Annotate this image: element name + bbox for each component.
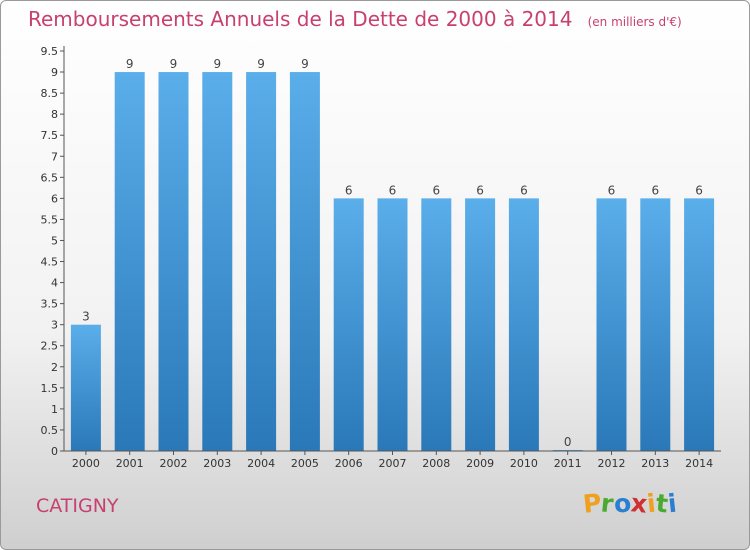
bar-2003 xyxy=(202,72,233,451)
y-tick-label: 9.5 xyxy=(41,45,59,58)
bar-2013 xyxy=(640,198,671,451)
bar-2009 xyxy=(465,198,496,451)
proxiti-logo: Proxiti xyxy=(582,488,678,519)
bar-2012 xyxy=(596,198,627,451)
value-label-2003: 9 xyxy=(213,57,221,71)
value-label-2001: 9 xyxy=(126,57,134,71)
value-label-2012: 6 xyxy=(608,183,616,197)
y-tick-label: 2.5 xyxy=(41,340,59,353)
y-tick-label: 0.5 xyxy=(41,424,59,437)
chart-axes: 2000 2001 2002 2003 2004 2005 2006 2007 2008 2009… xyxy=(41,45,721,470)
x-tick-label-2001: 2001 xyxy=(116,457,144,470)
bar-2010 xyxy=(508,198,539,451)
x-tick-label-2007: 2007 xyxy=(379,457,407,470)
bar-2005 xyxy=(289,72,320,451)
y-tick-label: 8 xyxy=(51,108,58,121)
x-tick-label-2012: 2012 xyxy=(598,457,626,470)
y-tick-label: 2 xyxy=(51,361,58,374)
y-tick-label: 9 xyxy=(51,66,58,79)
bar-2014 xyxy=(684,198,715,451)
logo-letter: i xyxy=(666,488,678,519)
chart-unit-note: (en milliers d'€) xyxy=(587,15,682,29)
y-tick-label: 6.5 xyxy=(41,171,59,184)
bar-2000 xyxy=(70,324,101,451)
value-label-2008: 6 xyxy=(432,183,440,197)
y-tick-label: 4 xyxy=(51,277,58,290)
bar-2004 xyxy=(246,72,277,451)
x-tick-label-2000: 2000 xyxy=(72,457,100,470)
x-tick-label-2013: 2013 xyxy=(641,457,669,470)
value-label-2014: 6 xyxy=(695,183,703,197)
y-tick-label: 3 xyxy=(51,319,58,332)
x-tick-label-2011: 2011 xyxy=(554,457,582,470)
y-tick-label: 5.5 xyxy=(41,213,59,226)
x-tick-label-2002: 2002 xyxy=(160,457,188,470)
y-tick-label: 6 xyxy=(51,192,58,205)
value-label-2006: 6 xyxy=(345,183,353,197)
chart-title: Remboursements Annuels de la Dette de 20… xyxy=(28,7,573,31)
bar-2001 xyxy=(114,72,145,451)
value-label-2000: 3 xyxy=(82,310,90,324)
value-label-2011: 0 xyxy=(564,435,572,449)
x-tick-label-2004: 2004 xyxy=(247,457,275,470)
y-tick-label: 3.5 xyxy=(41,298,59,311)
value-label-2005: 9 xyxy=(301,57,309,71)
y-tick-label: 1.5 xyxy=(41,382,59,395)
bar-2007 xyxy=(377,198,408,451)
x-tick-label-2009: 2009 xyxy=(466,457,494,470)
x-tick-label-2005: 2005 xyxy=(291,457,319,470)
value-label-2010: 6 xyxy=(520,183,528,197)
x-tick-label-2008: 2008 xyxy=(422,457,450,470)
y-tick-label: 1 xyxy=(51,403,58,416)
x-tick-label-2010: 2010 xyxy=(510,457,538,470)
y-tick-label: 0 xyxy=(51,445,58,458)
x-tick-label-2006: 2006 xyxy=(335,457,363,470)
bar-2002 xyxy=(158,72,189,451)
x-tick-label-2014: 2014 xyxy=(685,457,713,470)
value-label-2004: 9 xyxy=(257,57,265,71)
value-label-2013: 6 xyxy=(651,183,659,197)
y-tick-label: 4.5 xyxy=(41,256,59,269)
y-tick-label: 8.5 xyxy=(41,87,59,100)
bar-series: 3 9 9 9 9 9 6 6 6 6 6 0 6 6 6 xyxy=(70,57,715,451)
value-label-2007: 6 xyxy=(389,183,397,197)
bar-2008 xyxy=(421,198,452,451)
chart-title-block: Remboursements Annuels de la Dette de 20… xyxy=(28,7,682,31)
y-tick-label: 5 xyxy=(51,234,58,247)
commune-name: CATIGNY xyxy=(36,495,119,517)
x-tick-label-2003: 2003 xyxy=(203,457,231,470)
y-tick-label: 7 xyxy=(51,150,58,163)
value-label-2009: 6 xyxy=(476,183,484,197)
value-label-2002: 9 xyxy=(170,57,178,71)
bar-2006 xyxy=(333,198,364,451)
y-tick-label: 7.5 xyxy=(41,129,59,142)
